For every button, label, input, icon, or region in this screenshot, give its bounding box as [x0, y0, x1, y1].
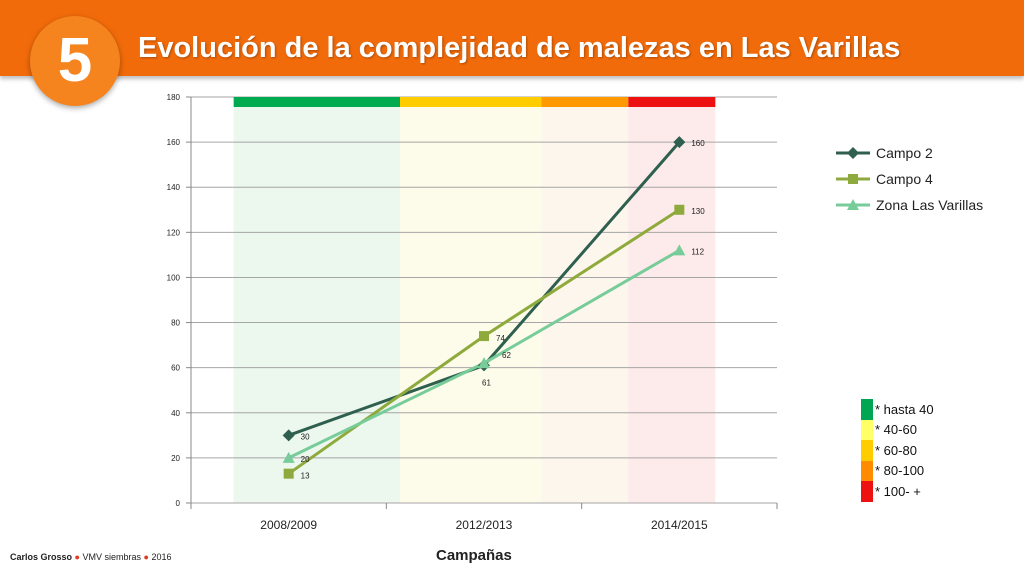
triangle-marker	[478, 357, 490, 369]
y-tick-label: 80	[171, 319, 180, 328]
scale-item: * 80-100	[861, 460, 934, 481]
data-label: 20	[301, 455, 310, 464]
background-bands	[233, 106, 716, 503]
triangle-marker	[673, 244, 686, 256]
scale-item: * 40-60	[861, 419, 934, 440]
data-label: 74	[496, 334, 505, 343]
legend-label: Campo 2	[876, 145, 933, 161]
y-tick-label: 100	[167, 273, 181, 282]
background-band	[628, 106, 716, 503]
scale-label: * 80-100	[875, 463, 925, 479]
square-marker	[674, 204, 685, 215]
background-band	[233, 106, 400, 503]
legend-item-campo-2: Campo 2	[836, 140, 983, 166]
legend: Campo 2 Campo 4 Zona Las Varillas	[836, 140, 983, 218]
top-color-bands	[233, 97, 716, 107]
footer: Carlos Grosso ● VMV siembras ● 2016	[10, 552, 172, 562]
y-tick-labels: 0 20 40 60 80 100 120 140 160 180	[167, 93, 181, 508]
data-label: 30	[301, 432, 310, 441]
page-title: Evolución de la complejidad de malezas e…	[138, 32, 901, 64]
x-tick-labels: 2008/2009 2012/2013 2014/2015	[260, 518, 708, 532]
data-label: 62	[502, 351, 511, 360]
triangle-marker-icon	[836, 199, 870, 210]
data-label: 61	[482, 378, 491, 387]
header-bar	[0, 0, 1024, 76]
data-label: 112	[691, 247, 704, 256]
triangle-marker	[282, 451, 295, 463]
scale-item: * 60-80	[861, 440, 934, 461]
scale-swatch	[861, 481, 873, 502]
scale-item: * hasta 40	[861, 399, 934, 420]
legend-item-zona-las-varillas: Zona Las Varillas	[836, 192, 983, 218]
series-markers	[282, 136, 686, 479]
footer-year: 2016	[151, 552, 172, 562]
legend-label: Campo 4	[876, 171, 933, 187]
y-tick-label: 0	[176, 499, 181, 508]
diamond-marker	[282, 429, 295, 442]
y-tick-label: 40	[171, 409, 180, 418]
data-labels: 30 61 160 13 74 130 20 62 112	[301, 139, 706, 481]
top-band	[233, 97, 400, 107]
section-number-badge: 5	[30, 16, 120, 106]
square-marker	[283, 468, 294, 479]
y-tick-label: 180	[167, 93, 181, 102]
footer-separator: ●	[143, 552, 149, 562]
data-label: 160	[691, 139, 705, 148]
scale-swatch	[861, 399, 873, 420]
y-tick-label: 160	[167, 138, 181, 147]
data-label: 13	[301, 472, 310, 481]
square-marker	[479, 331, 489, 342]
scale-swatch	[861, 440, 873, 461]
diamond-marker-icon	[836, 147, 870, 159]
y-tick-label: 60	[171, 364, 180, 373]
x-axis-title: Campañas	[436, 547, 512, 564]
y-tick-label: 140	[167, 183, 181, 192]
scale-swatch	[861, 419, 873, 440]
background-band	[400, 106, 542, 503]
square-marker-icon	[836, 174, 870, 184]
scale-item: * 100- +	[861, 481, 934, 502]
scale-label: * 100- +	[875, 483, 921, 499]
scale-swatch	[861, 460, 873, 481]
top-band	[628, 97, 716, 107]
complexity-scale: * hasta 40 * 40-60 * 60-80 * 80-100 * 10…	[861, 399, 934, 502]
scale-label: * 40-60	[875, 422, 917, 438]
scale-label: * 60-80	[875, 442, 917, 458]
x-tick-label: 2012/2013	[456, 518, 513, 532]
scale-label: * hasta 40	[875, 401, 934, 417]
footer-author: Carlos Grosso	[10, 552, 73, 562]
y-tick-label: 120	[167, 228, 181, 237]
x-tick-label: 2014/2015	[651, 518, 708, 532]
legend-item-campo-4: Campo 4	[836, 166, 983, 192]
footer-org: VMV siembras	[82, 552, 142, 562]
x-tick-label: 2008/2009	[260, 518, 317, 532]
data-label: 130	[691, 207, 705, 216]
diamond-marker	[673, 136, 686, 149]
footer-separator: ●	[74, 552, 80, 562]
top-band	[541, 97, 629, 107]
top-band	[400, 97, 542, 107]
y-tick-label: 20	[171, 454, 180, 463]
legend-label: Zona Las Varillas	[876, 197, 984, 213]
